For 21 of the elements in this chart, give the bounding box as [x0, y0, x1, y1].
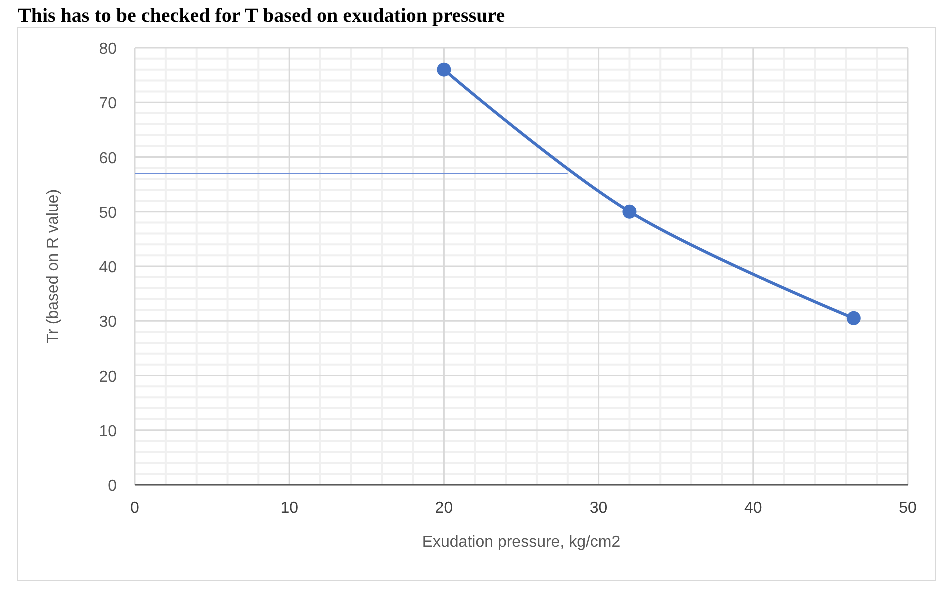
x-tick-label: 40: [744, 500, 762, 517]
y-tick-label: 70: [99, 96, 118, 113]
chart-title: This has to be checked for T based on exudation pressure: [18, 5, 506, 27]
point: [437, 62, 452, 77]
y-tick-label: 10: [99, 423, 118, 440]
x-tick-label: 20: [435, 500, 454, 517]
y-tick-label: 0: [108, 478, 118, 495]
x-tick-label: 30: [590, 500, 608, 517]
y-axis-title: Tr (based on R value): [45, 189, 62, 344]
point: [622, 204, 637, 219]
y-tick-label: 40: [99, 260, 118, 276]
y-tick-label: 60: [99, 150, 118, 168]
x-tick-label: 10: [280, 500, 299, 517]
y-tick-label: 50: [99, 204, 118, 222]
y-tick-label: 30: [99, 314, 118, 332]
point: [846, 311, 861, 326]
y-tick-label: 20: [99, 368, 118, 386]
x-tick-label: 50: [899, 500, 917, 517]
x-tick-label: 0: [130, 500, 140, 517]
y-tick-label: 80: [99, 41, 118, 58]
x-axis-title: Exudation pressure, kg/cm2: [422, 534, 621, 551]
